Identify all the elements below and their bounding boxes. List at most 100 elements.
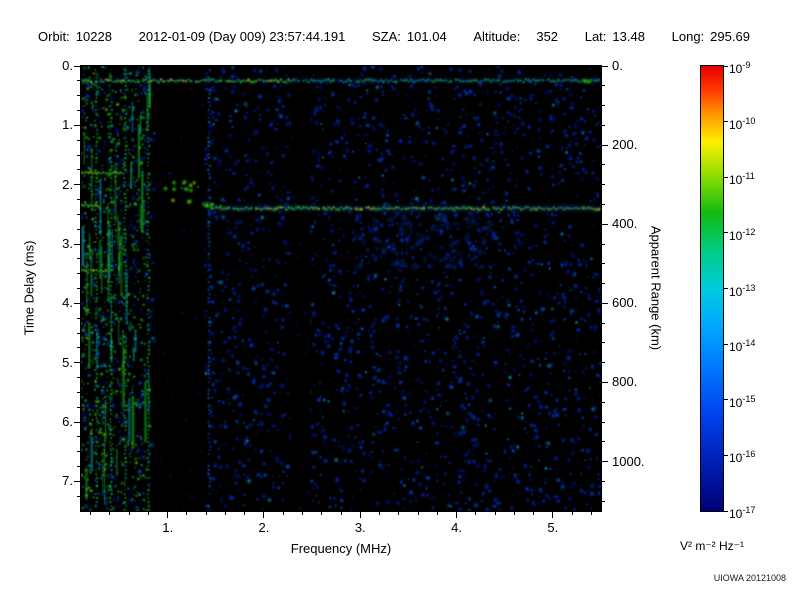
y2-tick-label: 0.: [612, 58, 623, 73]
y2-minor-tick: [602, 164, 605, 166]
x-tick-label: 2.: [258, 520, 270, 535]
colorbar-tick: [724, 65, 728, 67]
longitude-field: Long: 295.69: [672, 29, 750, 44]
latitude-value: 13.48: [612, 29, 645, 44]
y2-minor-tick: [602, 401, 605, 403]
sza-label: SZA:: [372, 29, 401, 44]
x-tick: [167, 512, 169, 518]
y2-minor-tick: [602, 263, 605, 265]
x-minor-tick: [301, 512, 303, 515]
colorbar-tick-label: 10-9: [729, 60, 751, 76]
colorbar-tick: [724, 343, 728, 345]
colorbar-exponent: -10: [742, 115, 756, 126]
y2-minor-tick: [602, 362, 605, 364]
x-tick-label: 5.: [547, 520, 559, 535]
colorbar-tick: [724, 121, 728, 123]
sza-value: 101.04: [406, 29, 447, 44]
x-tick-label: 4.: [451, 520, 462, 535]
y-axis-title: Time Delay (ms): [21, 240, 37, 336]
colorbar-exponent: -16: [742, 449, 756, 460]
x-minor-tick: [340, 512, 342, 515]
x-tick-label: 3.: [354, 520, 366, 535]
colorbar-exponent: -14: [742, 338, 756, 349]
colorbar-tick: [724, 510, 728, 512]
y2-minor-tick: [602, 421, 605, 423]
colorbar-exponent: -17: [742, 505, 756, 515]
y2-minor-tick: [602, 85, 605, 87]
x-tick: [456, 512, 458, 518]
x-minor-tick: [533, 512, 535, 515]
datetime-value: 2012-01-09 (Day 009) 23:57:44.191: [138, 29, 346, 44]
y-tick-label: 0.: [62, 58, 73, 73]
colorbar-tick: [724, 232, 728, 234]
y-tick-label: 2.: [62, 176, 73, 192]
y2-minor-tick: [602, 184, 605, 186]
y2-minor-tick: [602, 322, 605, 324]
x-minor-tick: [571, 512, 573, 515]
x-minor-tick: [398, 512, 400, 515]
x-tick: [552, 512, 554, 518]
x-minor-tick: [147, 512, 149, 515]
x-minor-tick: [90, 512, 92, 515]
spectrogram-canvas: [81, 66, 601, 511]
colorbar-tick: [724, 176, 728, 178]
y2-minor-tick: [602, 124, 605, 126]
y-tick-label: 6.: [62, 414, 73, 429]
colorbar-tick-label: 10-11: [729, 171, 755, 188]
colorbar-tick-label: 10-17: [729, 505, 756, 521]
y2-tick: [602, 302, 608, 304]
colorbar-tick-label: 10-13: [729, 282, 756, 299]
orbit-label: Orbit:: [38, 29, 70, 44]
y2-axis-title: Apparent Range (km): [648, 225, 664, 351]
orbit-field: Orbit: 10228: [38, 29, 112, 44]
colorbar-tick-label: 10-12: [729, 226, 756, 243]
colorbar-tick: [724, 399, 728, 401]
longitude-label: Long:: [671, 29, 705, 44]
latitude-label: Lat:: [584, 29, 607, 44]
x-minor-tick: [513, 512, 515, 515]
x-minor-tick: [205, 512, 207, 515]
colorbar-gradient: [700, 65, 724, 512]
y2-tick: [602, 461, 608, 463]
colorbar-tick-label: 10-14: [729, 338, 756, 355]
x-minor-tick: [436, 512, 438, 515]
y2-minor-tick: [602, 283, 605, 285]
y2-tick-label: 800.: [612, 374, 638, 390]
datetime-field: 2012-01-09 (Day 009) 23:57:44.191: [139, 29, 346, 44]
plot-frame: [80, 65, 602, 512]
x-tick: [359, 512, 361, 518]
y-tick-label: 3.: [62, 236, 73, 251]
x-minor-tick: [186, 512, 188, 515]
y-tick-label: 5.: [62, 354, 73, 370]
x-minor-tick: [128, 512, 130, 515]
y2-minor-tick: [602, 243, 605, 245]
orbit-value: 10228: [75, 29, 112, 44]
colorbar-tick-label: 10-15: [729, 393, 756, 410]
colorbar-tick-label: 10-10: [729, 115, 756, 132]
y2-minor-tick: [602, 342, 605, 344]
x-minor-tick: [224, 512, 226, 515]
colorbar-tick: [724, 288, 728, 289]
y2-tick-label: 1000.: [612, 453, 645, 469]
x-minor-tick: [109, 512, 111, 515]
colorbar-exponent: -12: [742, 226, 756, 237]
longitude-value: 295.69: [710, 29, 750, 44]
altitude-label: Altitude:: [473, 29, 521, 44]
colorbar-exponent: -11: [742, 171, 755, 182]
x-minor-tick: [321, 512, 323, 515]
altitude-field: Altitude: 352: [473, 29, 558, 44]
y2-tick-label: 200.: [612, 137, 638, 153]
y2-tick: [602, 223, 608, 225]
colorbar-unit-label: V² m⁻² Hz⁻¹: [680, 539, 744, 553]
colorbar-exponent: -9: [742, 60, 751, 70]
colorbar-tick-label: 10-16: [729, 449, 756, 466]
colorbar-exponent: -13: [742, 282, 756, 293]
x-minor-tick: [590, 512, 592, 515]
y-tick-label: 1.: [62, 117, 73, 133]
y2-minor-tick: [602, 105, 605, 107]
altitude-value: 352: [536, 29, 559, 44]
y2-tick: [602, 144, 608, 146]
x-minor-tick: [475, 512, 477, 515]
x-minor-tick: [494, 512, 496, 515]
